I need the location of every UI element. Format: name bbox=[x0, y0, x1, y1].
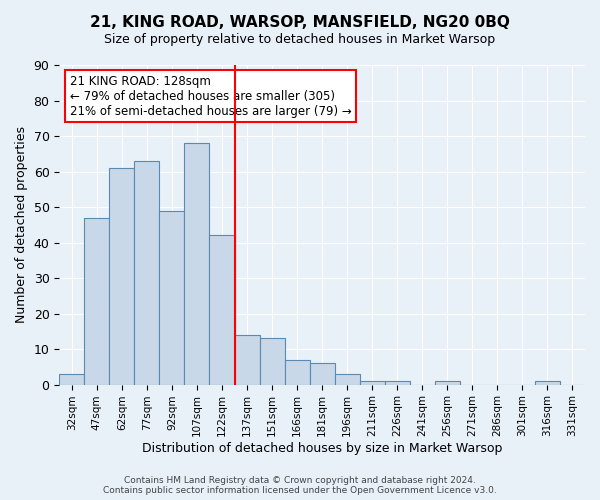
Bar bbox=[160, 210, 184, 384]
X-axis label: Distribution of detached houses by size in Market Warsop: Distribution of detached houses by size … bbox=[142, 442, 502, 455]
Text: Size of property relative to detached houses in Market Warsop: Size of property relative to detached ho… bbox=[104, 32, 496, 46]
Bar bbox=[310, 364, 335, 384]
Text: 21, KING ROAD, WARSOP, MANSFIELD, NG20 0BQ: 21, KING ROAD, WARSOP, MANSFIELD, NG20 0… bbox=[90, 15, 510, 30]
Bar bbox=[209, 236, 235, 384]
Text: 21 KING ROAD: 128sqm
← 79% of detached houses are smaller (305)
21% of semi-deta: 21 KING ROAD: 128sqm ← 79% of detached h… bbox=[70, 74, 352, 118]
Text: Contains HM Land Registry data © Crown copyright and database right 2024.
Contai: Contains HM Land Registry data © Crown c… bbox=[103, 476, 497, 495]
Bar bbox=[134, 161, 160, 384]
Bar bbox=[235, 335, 260, 384]
Bar bbox=[260, 338, 284, 384]
Bar bbox=[184, 143, 209, 384]
Bar bbox=[385, 381, 410, 384]
Bar bbox=[535, 381, 560, 384]
Bar bbox=[109, 168, 134, 384]
Bar bbox=[359, 381, 385, 384]
Bar bbox=[435, 381, 460, 384]
Bar bbox=[59, 374, 85, 384]
Bar bbox=[85, 218, 109, 384]
Bar bbox=[335, 374, 359, 384]
Y-axis label: Number of detached properties: Number of detached properties bbox=[15, 126, 28, 324]
Bar bbox=[284, 360, 310, 384]
